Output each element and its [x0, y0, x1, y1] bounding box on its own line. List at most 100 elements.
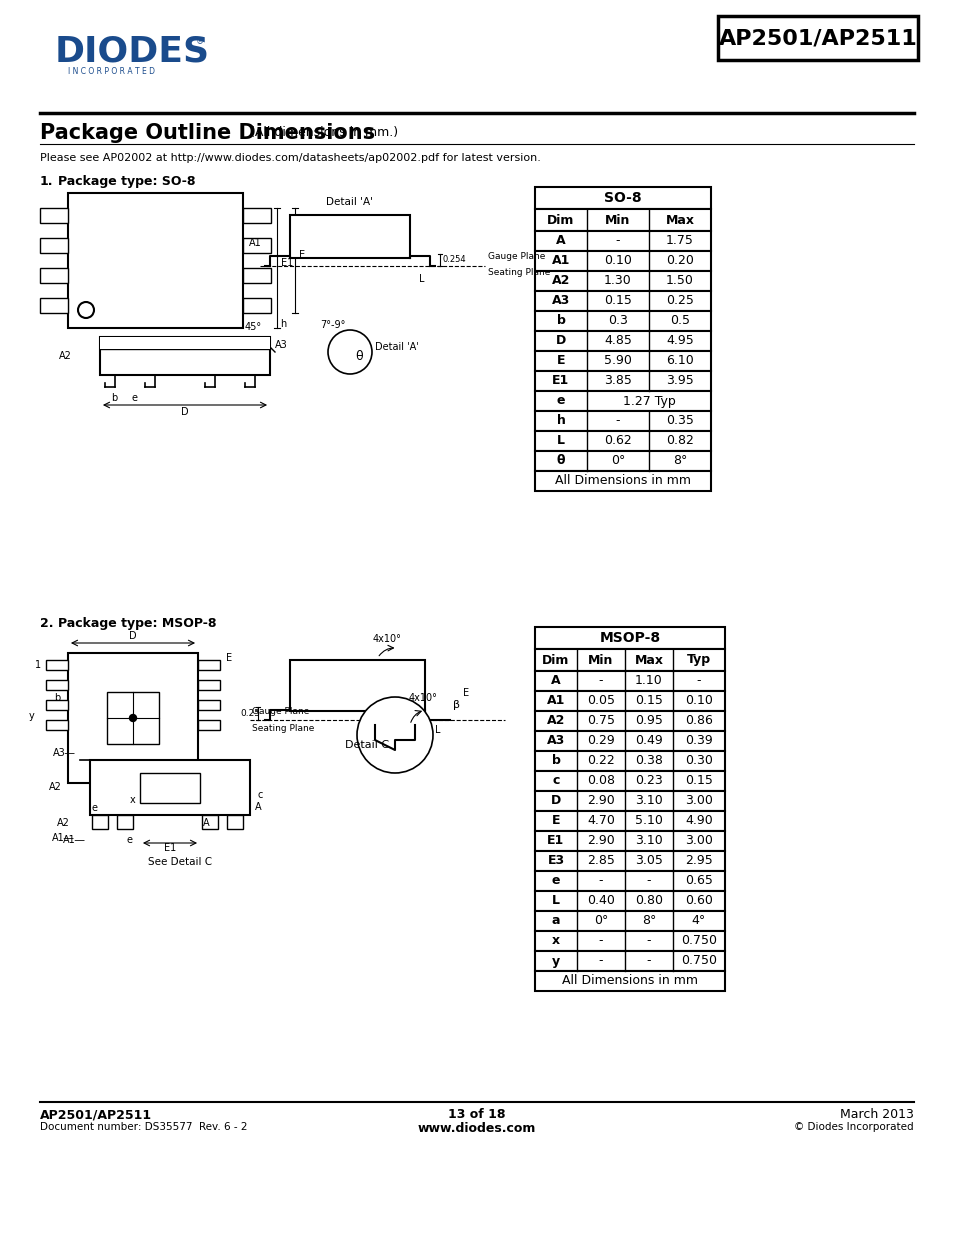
- Text: 0.25: 0.25: [665, 294, 693, 308]
- Text: A3: A3: [274, 340, 288, 350]
- Text: A1―: A1―: [51, 832, 74, 844]
- Text: -: -: [598, 935, 602, 947]
- Text: 3.05: 3.05: [635, 855, 662, 867]
- Text: Package type: SO-8: Package type: SO-8: [58, 175, 195, 188]
- Bar: [198, 659, 220, 671]
- Bar: [40, 298, 68, 312]
- Text: E1: E1: [547, 835, 564, 847]
- Bar: [535, 871, 724, 890]
- Text: See Detail C: See Detail C: [148, 857, 212, 867]
- Text: 0.22: 0.22: [586, 755, 615, 767]
- Text: A: A: [556, 235, 565, 247]
- Text: 0.29: 0.29: [586, 735, 615, 747]
- Text: 0.30: 0.30: [684, 755, 712, 767]
- Text: A3―: A3―: [52, 748, 75, 758]
- Circle shape: [356, 697, 433, 773]
- Bar: [68, 193, 243, 329]
- Bar: [718, 16, 917, 61]
- Bar: [535, 451, 710, 471]
- Bar: [117, 815, 132, 829]
- Bar: [535, 431, 710, 451]
- Text: 0.40: 0.40: [586, 894, 615, 908]
- Text: 0.15: 0.15: [684, 774, 712, 788]
- Bar: [535, 771, 724, 790]
- Text: E: E: [551, 815, 559, 827]
- Text: 0.86: 0.86: [684, 715, 712, 727]
- Text: D: D: [129, 631, 136, 641]
- Text: 4.85: 4.85: [603, 335, 631, 347]
- Text: 1.10: 1.10: [635, 674, 662, 688]
- Text: y: y: [552, 955, 559, 967]
- Bar: [535, 911, 724, 931]
- Text: www.diodes.com: www.diodes.com: [417, 1123, 536, 1135]
- Text: 3.95: 3.95: [665, 374, 693, 388]
- Text: Dim: Dim: [547, 214, 574, 226]
- Text: A: A: [203, 818, 210, 827]
- Text: © Diodes Incorporated: © Diodes Incorporated: [794, 1123, 913, 1132]
- Bar: [535, 231, 710, 251]
- Bar: [202, 815, 218, 829]
- Bar: [535, 811, 724, 831]
- Text: 0.82: 0.82: [665, 435, 693, 447]
- Text: (All dimensions in mm.): (All dimensions in mm.): [250, 126, 397, 140]
- Text: e: e: [127, 835, 132, 845]
- Text: 0.80: 0.80: [635, 894, 662, 908]
- Text: 0.39: 0.39: [684, 735, 712, 747]
- Bar: [535, 351, 710, 370]
- Text: 4.90: 4.90: [684, 815, 712, 827]
- Text: b: b: [556, 315, 565, 327]
- Bar: [100, 337, 270, 375]
- Bar: [100, 337, 270, 350]
- Bar: [535, 291, 710, 311]
- Text: Package type: MSOP-8: Package type: MSOP-8: [58, 618, 216, 630]
- Text: 8°: 8°: [672, 454, 686, 468]
- Text: 45°: 45°: [245, 322, 262, 332]
- Text: 0.15: 0.15: [635, 694, 662, 708]
- Text: 0.15: 0.15: [603, 294, 631, 308]
- Bar: [535, 731, 724, 751]
- Text: -: -: [696, 674, 700, 688]
- Text: A1―: A1―: [63, 835, 85, 845]
- Text: x: x: [130, 795, 135, 805]
- Bar: [40, 207, 68, 222]
- Bar: [290, 215, 410, 258]
- Text: c: c: [552, 774, 559, 788]
- Text: 3.00: 3.00: [684, 794, 712, 808]
- Text: 5.10: 5.10: [635, 815, 662, 827]
- Text: L: L: [552, 894, 559, 908]
- Text: 1.27 Typ: 1.27 Typ: [622, 394, 675, 408]
- Text: Seating Plane: Seating Plane: [252, 724, 314, 734]
- Bar: [140, 773, 200, 803]
- Text: e: e: [551, 874, 559, 888]
- Text: 2.95: 2.95: [684, 855, 712, 867]
- Text: -: -: [598, 674, 602, 688]
- Text: Max: Max: [634, 653, 662, 667]
- Bar: [535, 251, 710, 270]
- Text: -: -: [598, 955, 602, 967]
- Text: Package Outline Dimensions: Package Outline Dimensions: [40, 124, 375, 143]
- Text: March 2013: March 2013: [840, 1108, 913, 1121]
- Text: h: h: [280, 319, 286, 329]
- Text: 3.00: 3.00: [684, 835, 712, 847]
- Text: h: h: [556, 415, 565, 427]
- Text: Detail 'A': Detail 'A': [375, 342, 418, 352]
- Text: b: b: [551, 755, 559, 767]
- Bar: [198, 720, 220, 730]
- Text: 0.23: 0.23: [635, 774, 662, 788]
- Text: 0.65: 0.65: [684, 874, 712, 888]
- Text: -: -: [646, 874, 651, 888]
- Text: E1: E1: [552, 374, 569, 388]
- Text: 0.5: 0.5: [669, 315, 689, 327]
- Text: 4°: 4°: [691, 914, 705, 927]
- Text: 0.60: 0.60: [684, 894, 712, 908]
- Bar: [535, 627, 724, 650]
- Text: Detail 'A': Detail 'A': [326, 198, 374, 207]
- Text: 0.75: 0.75: [586, 715, 615, 727]
- Text: x: x: [552, 935, 559, 947]
- Text: E1: E1: [281, 258, 293, 268]
- Text: 3.10: 3.10: [635, 835, 662, 847]
- Circle shape: [130, 715, 136, 721]
- Text: A1: A1: [249, 237, 262, 247]
- Text: 0.3: 0.3: [607, 315, 627, 327]
- Text: -: -: [615, 415, 619, 427]
